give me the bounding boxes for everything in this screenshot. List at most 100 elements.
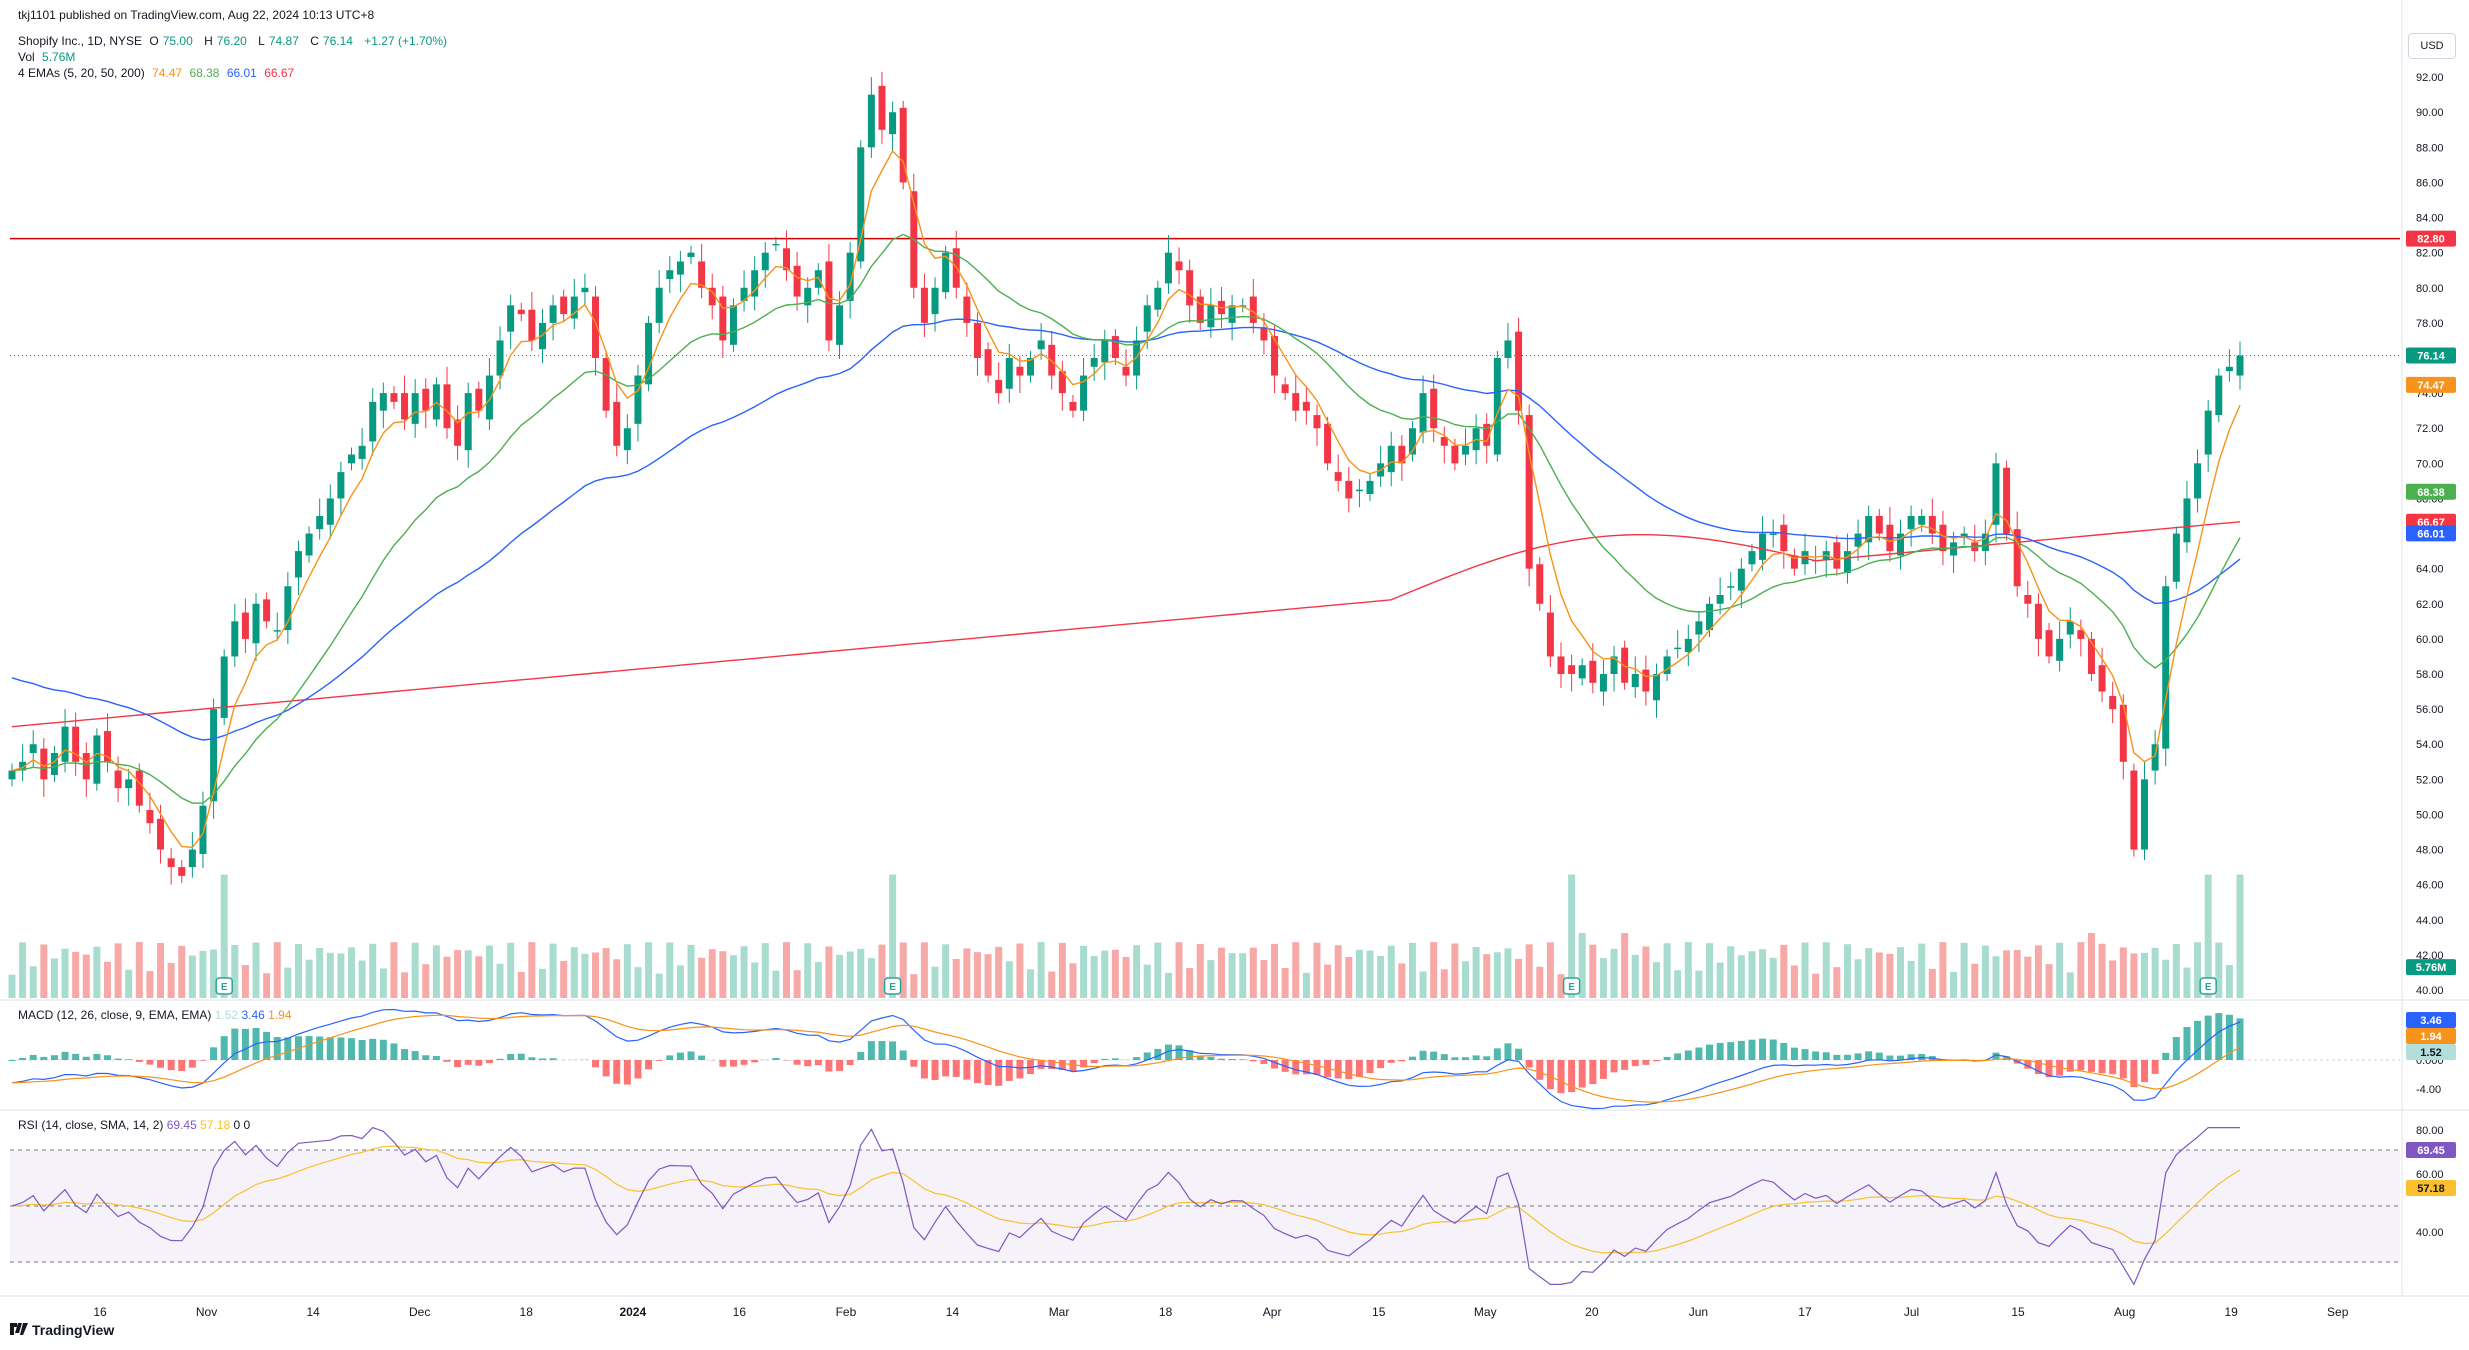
candle-body [1939, 524, 1947, 552]
volume-bar [1005, 961, 1013, 998]
volume-bar [560, 960, 568, 998]
symbol-legend[interactable]: Shopify Inc., 1D, NYSE O 75.00 H 76.20 L 74… [18, 34, 451, 48]
candle-body [157, 818, 165, 850]
macd-histogram-bar [2077, 1060, 2085, 1071]
macd-histogram-bar [1759, 1038, 1767, 1060]
macd-histogram-bar [2162, 1052, 2170, 1060]
macd-histogram-bar [1133, 1057, 1141, 1060]
volume-legend[interactable]: Vol 5.76M [18, 50, 79, 64]
x-tick-label: 18 [520, 1305, 534, 1319]
volume-bar [2066, 972, 2074, 998]
candle-body [1525, 415, 1533, 569]
candle-body [793, 265, 801, 297]
volume-bar [1483, 954, 1491, 998]
ohlc-low: L 74.87 [258, 34, 299, 48]
macd-histogram-bar [358, 1039, 366, 1060]
volume-bar [1684, 942, 1692, 998]
volume-bar [538, 968, 546, 998]
volume-bar [1207, 960, 1215, 998]
rsi-value: 69.45 [166, 1118, 197, 1132]
macd-label: MACD (12, 26, close, 9, EMA, EMA) [18, 1008, 212, 1022]
volume-bar [1536, 966, 1544, 998]
volume-bar [432, 945, 440, 998]
x-tick-label: 18 [1159, 1305, 1173, 1319]
rsi-legend[interactable]: RSI (14, close, SMA, 14, 2) 69.45 57.18 … [18, 1118, 250, 1132]
volume-bar [146, 971, 154, 998]
candle-body [40, 748, 48, 780]
candle-body [507, 305, 515, 332]
volume-bar [1228, 953, 1236, 998]
x-tick-label: Apr [1263, 1305, 1282, 1319]
volume-bar [1833, 967, 1841, 998]
macd-histogram-bar [2141, 1060, 2149, 1083]
candle-body [1621, 647, 1629, 683]
volume-bar [528, 942, 536, 998]
volume-bar [220, 874, 228, 998]
candle-body [1981, 533, 1989, 552]
macd-histogram-bar [973, 1060, 981, 1084]
candle-body [369, 401, 377, 442]
volume-bar [2183, 967, 2191, 998]
volume-bar [1451, 943, 1459, 998]
volume-bar [1196, 943, 1204, 998]
macd-histogram-bar [1631, 1060, 1639, 1067]
volume-bar [517, 971, 525, 998]
macd-histogram-bar [1111, 1058, 1119, 1060]
price-tick-label: 44.00 [2416, 915, 2444, 927]
candle-body [411, 393, 419, 424]
candle-body [973, 322, 981, 358]
macd-histogram-bar [1684, 1050, 1692, 1060]
candle-body [1345, 480, 1353, 499]
candle-body [613, 401, 621, 446]
candle-body [1037, 340, 1045, 350]
macd-histogram-bar [602, 1060, 610, 1077]
volume-bar [8, 974, 16, 998]
candle-body [1737, 568, 1745, 591]
volume-bar [1504, 948, 1512, 998]
macd-histogram-bar [1907, 1054, 1915, 1060]
macd-histogram-bar [1790, 1047, 1798, 1060]
volume-bar [241, 965, 249, 998]
candle-body [761, 252, 769, 271]
volume-bar [1037, 942, 1045, 998]
volume-bar [634, 967, 642, 998]
volume-bar [1324, 964, 1332, 998]
macd-histogram-bar [464, 1060, 472, 1065]
macd-histogram-bar [1706, 1044, 1714, 1060]
volume-bar [19, 942, 27, 998]
candle-body [422, 388, 430, 411]
macd-histogram-bar [517, 1053, 525, 1060]
price-tick-label: 80.00 [2416, 283, 2444, 295]
volume-bar [867, 958, 875, 998]
macd-histogram-bar [1599, 1060, 1607, 1079]
macd-histogram-bar [2066, 1060, 2074, 1072]
macd-histogram-bar [1652, 1060, 1660, 1062]
macd-histogram-bar [1822, 1052, 1830, 1060]
price-badge [2406, 525, 2456, 542]
macd-histogram-bar [687, 1051, 695, 1060]
volume-bar [719, 951, 727, 998]
candle-body [740, 287, 748, 301]
ema-legend[interactable]: 4 EMAs (5, 20, 50, 200) 74.47 68.38 66.0… [18, 66, 298, 80]
candle-body [2056, 638, 2064, 661]
volume-bar [825, 946, 833, 998]
price-badge [2406, 376, 2456, 393]
macd-histogram-bar [2119, 1060, 2127, 1079]
candle-body [1663, 656, 1671, 674]
volume-bar [910, 974, 918, 998]
volume-bar [1918, 943, 1926, 998]
candle-body [1196, 296, 1204, 323]
candle-body [2130, 770, 2138, 850]
macd-histogram-bar [231, 1028, 239, 1060]
volume-bar [1472, 946, 1480, 998]
price-tick-label: 62.00 [2416, 599, 2444, 611]
macd-histogram-bar [2151, 1060, 2159, 1074]
macd-histogram-bar [305, 1036, 313, 1060]
tradingview-logo[interactable]: TradingView [10, 1322, 114, 1338]
volume-bar [2225, 964, 2233, 998]
rsi-badge-label: 69.45 [2417, 1145, 2445, 1157]
candle-body [719, 296, 727, 341]
macd-legend[interactable]: MACD (12, 26, close, 9, EMA, EMA) 1.52 3… [18, 1008, 292, 1022]
currency-button[interactable]: USD [2408, 33, 2456, 59]
